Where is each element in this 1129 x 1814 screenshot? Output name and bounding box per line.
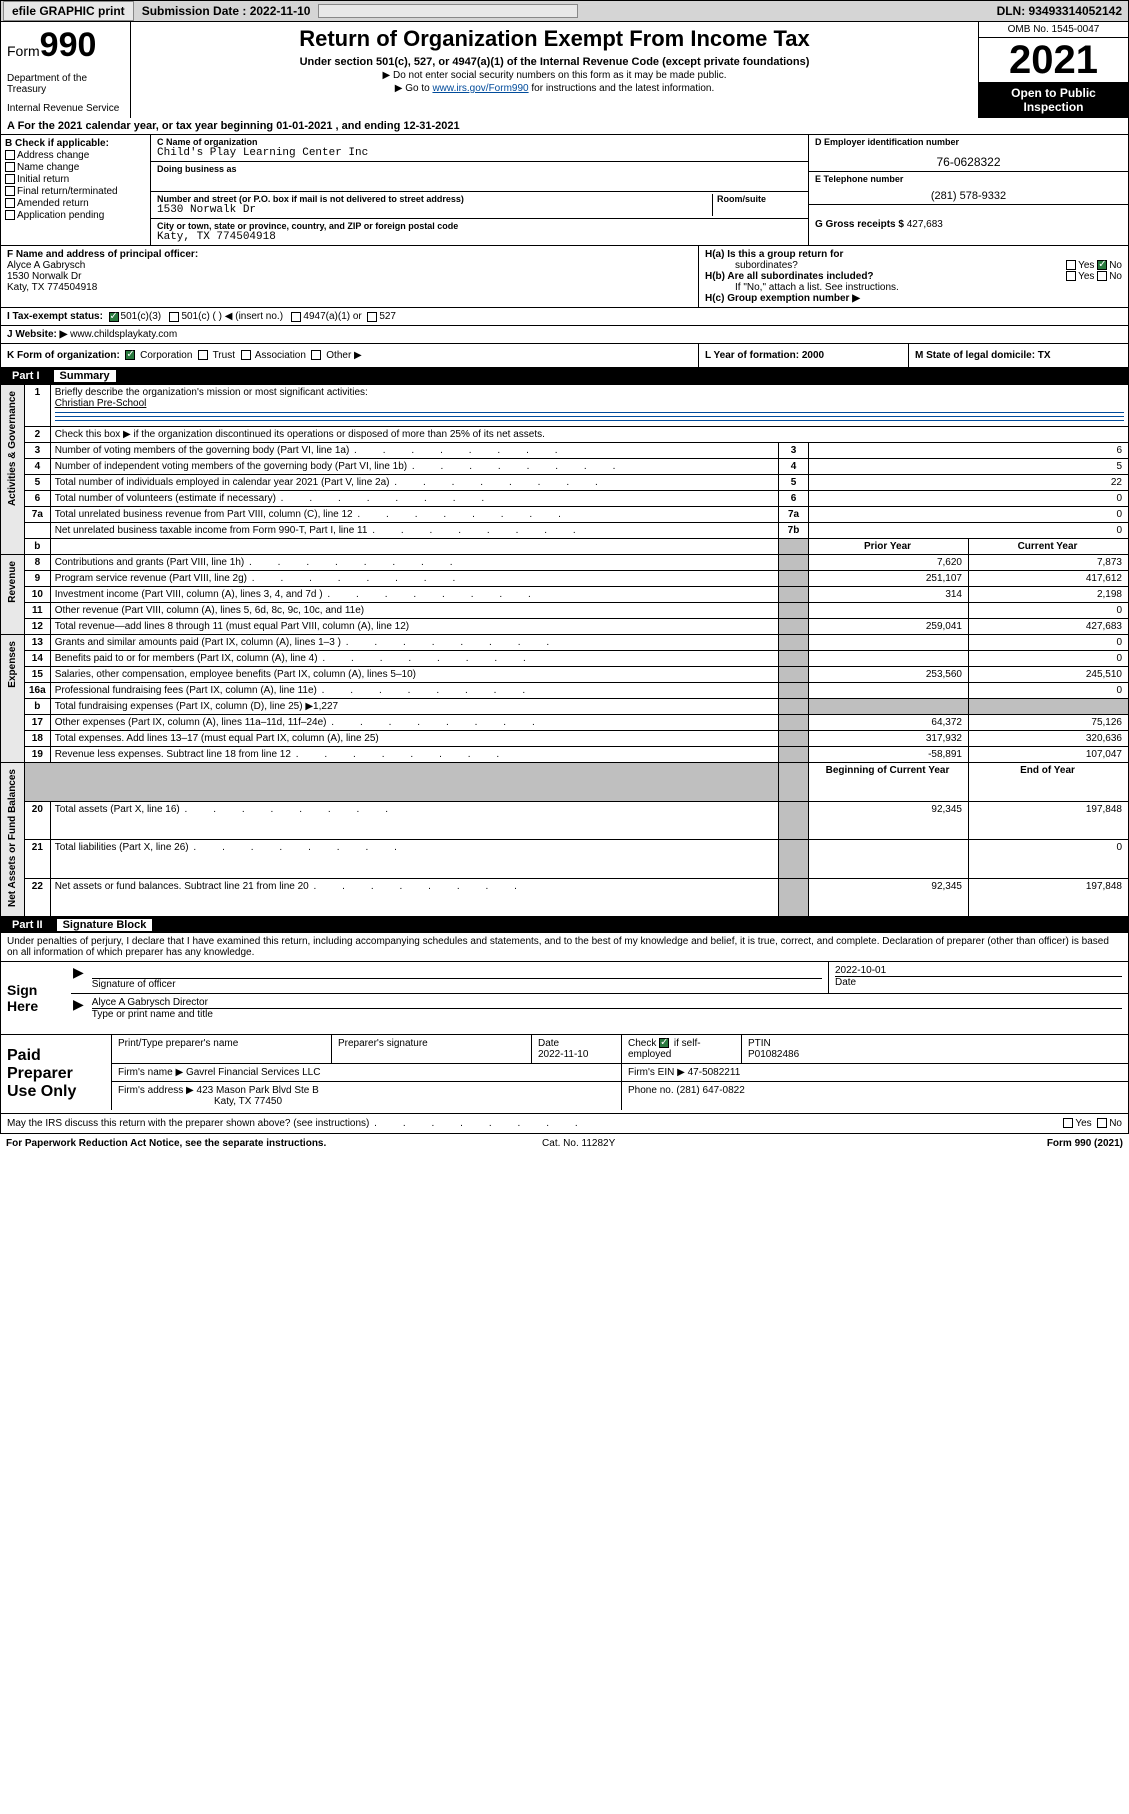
- open-inspection: Open to PublicInspection: [979, 82, 1128, 118]
- part-1-header: Part I Summary: [0, 368, 1129, 384]
- ein-value: 76-0628322: [815, 155, 1122, 169]
- firm-phone: (281) 647-0822: [676, 1085, 744, 1096]
- dept-label: Department of the Treasury: [7, 73, 124, 95]
- state-domicile: M State of legal domicile: TX: [915, 350, 1051, 361]
- group-return-no: [1097, 260, 1107, 270]
- org-address: 1530 Norwalk Dr: [157, 204, 712, 216]
- subtitle-1: Under section 501(c), 527, or 4947(a)(1)…: [139, 56, 970, 68]
- form-title: Return of Organization Exempt From Incom…: [139, 26, 970, 52]
- side-expenses: Expenses: [7, 637, 18, 692]
- subtitle-3: ▶ Go to www.irs.gov/Form990 for instruct…: [139, 83, 970, 94]
- col-d-numbers: D Employer identification number 76-0628…: [808, 135, 1128, 245]
- sign-here-block: Sign Here ▶ Signature of officer 2022-10…: [0, 962, 1129, 1035]
- cb-name-change[interactable]: Name change: [5, 162, 146, 173]
- header-grid: B Check if applicable: Address change Na…: [0, 135, 1129, 246]
- col-b-checkboxes: B Check if applicable: Address change Na…: [1, 135, 151, 245]
- telephone-value: (281) 578-9332: [815, 190, 1122, 202]
- website-value: www.childsplaykaty.com: [70, 329, 177, 340]
- arrow-icon: ▶: [71, 962, 86, 993]
- cb-application-pending[interactable]: Application pending: [5, 210, 146, 221]
- row-j-website: J Website: ▶ www.childsplaykaty.com: [0, 326, 1129, 344]
- sign-date: 2022-10-01: [835, 965, 1122, 977]
- summary-table: Activities & Governance 1 Briefly descri…: [0, 384, 1129, 917]
- cb-address-change[interactable]: Address change: [5, 150, 146, 161]
- irs-label: Internal Revenue Service: [7, 103, 124, 114]
- form-header: Form990 Department of the Treasury Inter…: [0, 22, 1129, 118]
- arrow-icon: ▶: [71, 994, 86, 1023]
- efile-print-button[interactable]: efile GRAPHIC print: [3, 1, 134, 21]
- cb-initial-return[interactable]: Initial return: [5, 174, 146, 185]
- firm-address: 423 Mason Park Blvd Ste B: [197, 1085, 319, 1096]
- cb-amended-return[interactable]: Amended return: [5, 198, 146, 209]
- officer-signed-name: Alyce A Gabrysch Director: [92, 997, 1122, 1009]
- gross-receipts: 427,683: [907, 219, 943, 230]
- top-toolbar: efile GRAPHIC print Submission Date : 20…: [0, 0, 1129, 22]
- col-c-org: C Name of organization Child's Play Lear…: [151, 135, 808, 245]
- tax-year: 2021: [979, 38, 1128, 82]
- discuss-row: May the IRS discuss this return with the…: [0, 1114, 1129, 1134]
- cb-self-employed: [659, 1038, 669, 1048]
- blank-button[interactable]: [318, 4, 578, 18]
- cb-501c3: [109, 312, 119, 322]
- officer-name: Alyce A Gabrysch: [7, 260, 85, 271]
- org-name: Child's Play Learning Center Inc: [157, 147, 802, 159]
- side-net-assets: Net Assets or Fund Balances: [7, 765, 18, 911]
- cb-corporation: [125, 350, 135, 360]
- ptin-value: P01082486: [748, 1049, 799, 1060]
- line-3-val: 6: [809, 443, 1129, 459]
- page-footer: For Paperwork Reduction Act Notice, see …: [0, 1134, 1129, 1153]
- part-2-header: Part II Signature Block: [0, 917, 1129, 933]
- subtitle-2: ▶ Do not enter social security numbers o…: [139, 70, 970, 81]
- paid-preparer-block: Paid Preparer Use Only Print/Type prepar…: [0, 1035, 1129, 1114]
- year-formation: L Year of formation: 2000: [705, 350, 824, 361]
- side-revenue: Revenue: [7, 557, 18, 607]
- mission-text: Christian Pre-School: [55, 398, 147, 409]
- omb-number: OMB No. 1545-0047: [979, 22, 1128, 38]
- prep-date: 2022-11-10: [538, 1049, 588, 1060]
- side-activities: Activities & Governance: [7, 387, 18, 510]
- penalty-declaration: Under penalties of perjury, I declare th…: [0, 933, 1129, 962]
- row-a-period: A For the 2021 calendar year, or tax yea…: [0, 118, 1129, 135]
- submission-date-label: Submission Date : 2022-11-10: [136, 2, 317, 20]
- cb-final-return[interactable]: Final return/terminated: [5, 186, 146, 197]
- row-f-h: F Name and address of principal officer:…: [0, 246, 1129, 308]
- row-klm: K Form of organization: Corporation Trus…: [0, 344, 1129, 368]
- org-city: Katy, TX 774504918: [157, 231, 802, 243]
- irs-link[interactable]: www.irs.gov/Form990: [432, 83, 528, 94]
- form-number: Form990: [7, 26, 124, 65]
- firm-ein: 47-5082211: [688, 1067, 741, 1078]
- cat-number: Cat. No. 11282Y: [542, 1138, 615, 1149]
- row-i-tax-status: I Tax-exempt status: 501(c)(3) 501(c) ( …: [0, 308, 1129, 326]
- firm-name: Gavrel Financial Services LLC: [186, 1067, 321, 1078]
- dln-label: DLN: 93493314052142: [991, 2, 1128, 20]
